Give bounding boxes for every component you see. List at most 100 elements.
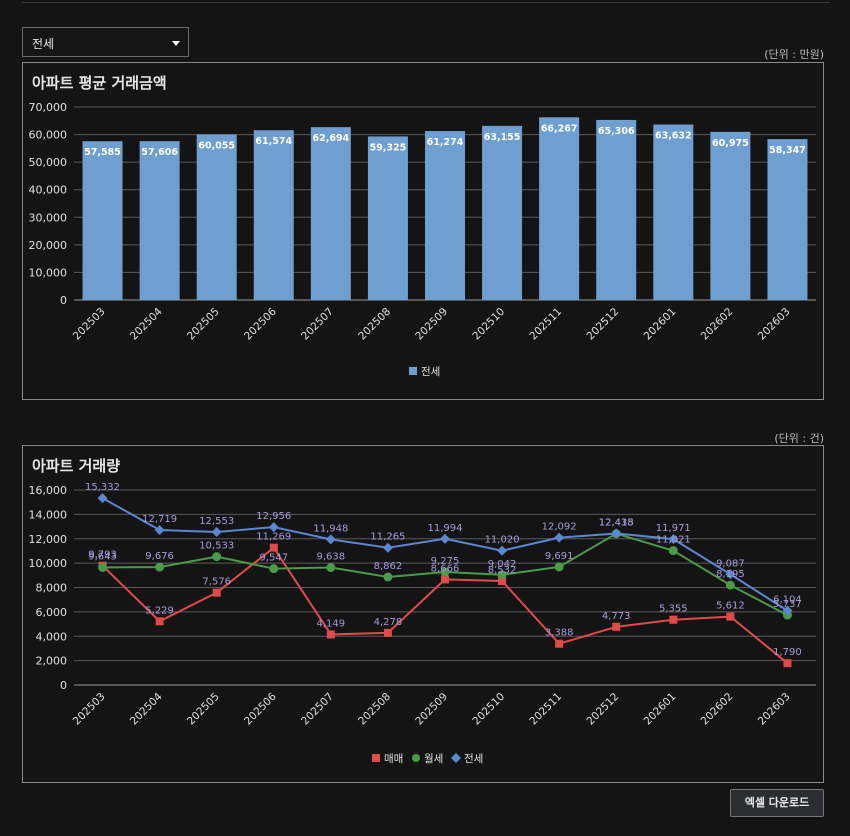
data-label-jeonse: 11,994: [428, 523, 463, 534]
x-tick-label: 202505: [185, 306, 222, 343]
data-label-wolse: 9,042: [488, 559, 517, 570]
data-label-wolse: 8,195: [716, 569, 745, 580]
bar: [425, 131, 465, 300]
avg-price-chart-panel: 아파트 평균 거래금액 0 10,000 20,000 30,000 40,000 50,…: [22, 62, 824, 400]
x-tick-label: 202511: [527, 691, 564, 728]
data-label-wolse: 9,643: [88, 551, 117, 562]
point-wolse: [326, 563, 336, 573]
data-label-maemae: 5,612: [716, 601, 745, 612]
legend-swatch-jeonse: [451, 753, 461, 763]
x-tick-label: 202508: [356, 691, 393, 728]
avg-price-chart-title: 아파트 평균 거래금액: [32, 74, 167, 92]
x-tick-label: 202504: [128, 690, 165, 727]
data-label-jeonse: 6,104: [773, 595, 802, 606]
x-tick-label: 202505: [185, 691, 222, 728]
x-tick-label: 202603: [756, 306, 793, 343]
y-tick-label: 12,000: [29, 533, 68, 546]
point-maemae: [269, 543, 278, 552]
y-tick-label: 60,000: [29, 129, 68, 142]
y-tick-label: 0: [60, 679, 67, 692]
type-filter-value: 전세: [32, 37, 55, 51]
bar-value-label: 58,347: [769, 145, 806, 156]
x-tick-label: 202507: [299, 306, 336, 343]
bar-value-label: 57,585: [84, 147, 121, 158]
point-wolse: [497, 570, 507, 580]
y-tick-label: 50,000: [29, 156, 68, 169]
volume-chart-panel: 아파트 거래량 0 2,000 4,000 6,000 8,000 10,000 12,00…: [22, 445, 824, 783]
data-label-jeonse: 12,719: [142, 514, 177, 525]
point-wolse: [725, 580, 735, 590]
bar-value-label: 65,306: [598, 126, 635, 137]
avg-price-chart: 0 10,000 20,000 30,000 40,000 50,000 60,000 70,…: [29, 101, 816, 378]
bar: [596, 119, 637, 300]
y-tick-label: 10,000: [29, 557, 68, 570]
point-wolse: [554, 562, 564, 572]
legend-label-wolse: 월세: [424, 753, 443, 765]
x-tick-label: 202504: [128, 305, 165, 342]
bar-value-label: 63,632: [655, 131, 692, 142]
bar-value-label: 57,606: [141, 147, 178, 158]
x-tick-label: 202509: [413, 306, 450, 343]
x-tick-label: 202602: [699, 306, 736, 343]
x-tick-label: 202511: [527, 306, 564, 343]
data-label-maemae: 8,666: [431, 563, 460, 574]
data-label-wolse: 5,737: [773, 599, 802, 610]
data-label-maemae: 7,576: [202, 577, 231, 588]
data-label-maemae: 1,790: [773, 647, 802, 658]
volume-chart-title: 아파트 거래량: [32, 457, 121, 475]
point-maemae: [498, 577, 507, 586]
bar-value-label: 61,574: [255, 136, 292, 147]
chart1-unit-label: (단위 : 만원): [764, 48, 824, 61]
point-maemae: [555, 639, 564, 648]
data-label-wolse: 9,691: [545, 551, 574, 562]
y-tick-label: 8,000: [36, 582, 68, 595]
data-label-jeonse: 12,956: [256, 511, 291, 522]
data-label-jeonse: 12,435: [599, 517, 634, 528]
point-maemae: [612, 622, 621, 631]
legend-label-maemae: 매매: [384, 753, 403, 765]
type-filter-select[interactable]: 전세: [22, 27, 189, 57]
point-jeonse: [382, 542, 393, 553]
bar-value-label: 60,055: [198, 140, 235, 151]
x-tick-label: 202506: [242, 305, 279, 342]
x-tick-label: 202601: [642, 306, 679, 343]
bar: [482, 125, 523, 300]
bar: [367, 136, 408, 300]
x-tick-label: 202601: [642, 691, 679, 728]
volume-chart: 0 2,000 4,000 6,000 8,000 10,000 12,000 14,000 1…: [29, 482, 816, 765]
point-jeonse: [554, 532, 565, 543]
point-wolse: [155, 562, 165, 572]
data-label-wolse: 12,418: [599, 518, 634, 529]
top-divider: [22, 2, 830, 3]
x-tick-label: 202510: [470, 306, 507, 343]
point-wolse: [668, 546, 678, 556]
point-maemae: [783, 659, 792, 668]
data-label-jeonse: 11,971: [656, 523, 691, 534]
x-tick-label: 202507: [299, 691, 336, 728]
x-tick-label: 202509: [413, 691, 450, 728]
bar: [653, 124, 694, 300]
x-tick-label: 202510: [470, 691, 507, 728]
data-label-maemae: 5,229: [145, 605, 174, 616]
legend-swatch-jeonse: [409, 367, 417, 375]
point-wolse: [440, 567, 450, 577]
data-label-jeonse: 12,553: [199, 516, 234, 527]
x-tick-label: 202508: [356, 306, 393, 343]
y-tick-label: 4,000: [36, 630, 68, 643]
point-wolse: [98, 562, 108, 572]
x-tick-label: 202503: [71, 306, 108, 343]
point-wolse: [383, 572, 393, 582]
point-maemae: [669, 615, 678, 624]
bar-value-label: 61,274: [427, 137, 464, 148]
bar-value-label: 66,267: [541, 123, 578, 134]
point-jeonse: [725, 569, 736, 580]
bar: [539, 117, 580, 300]
point-jeonse: [440, 533, 450, 544]
data-label-maemae: 4,278: [374, 617, 403, 628]
bar: [767, 139, 808, 300]
data-label-maemae: 4,773: [602, 611, 631, 622]
point-jeonse: [782, 605, 793, 616]
excel-download-button[interactable]: 엑셀 다운로드: [730, 789, 824, 817]
bar-value-label: 62,694: [313, 133, 350, 144]
y-tick-label: 6,000: [36, 606, 68, 619]
